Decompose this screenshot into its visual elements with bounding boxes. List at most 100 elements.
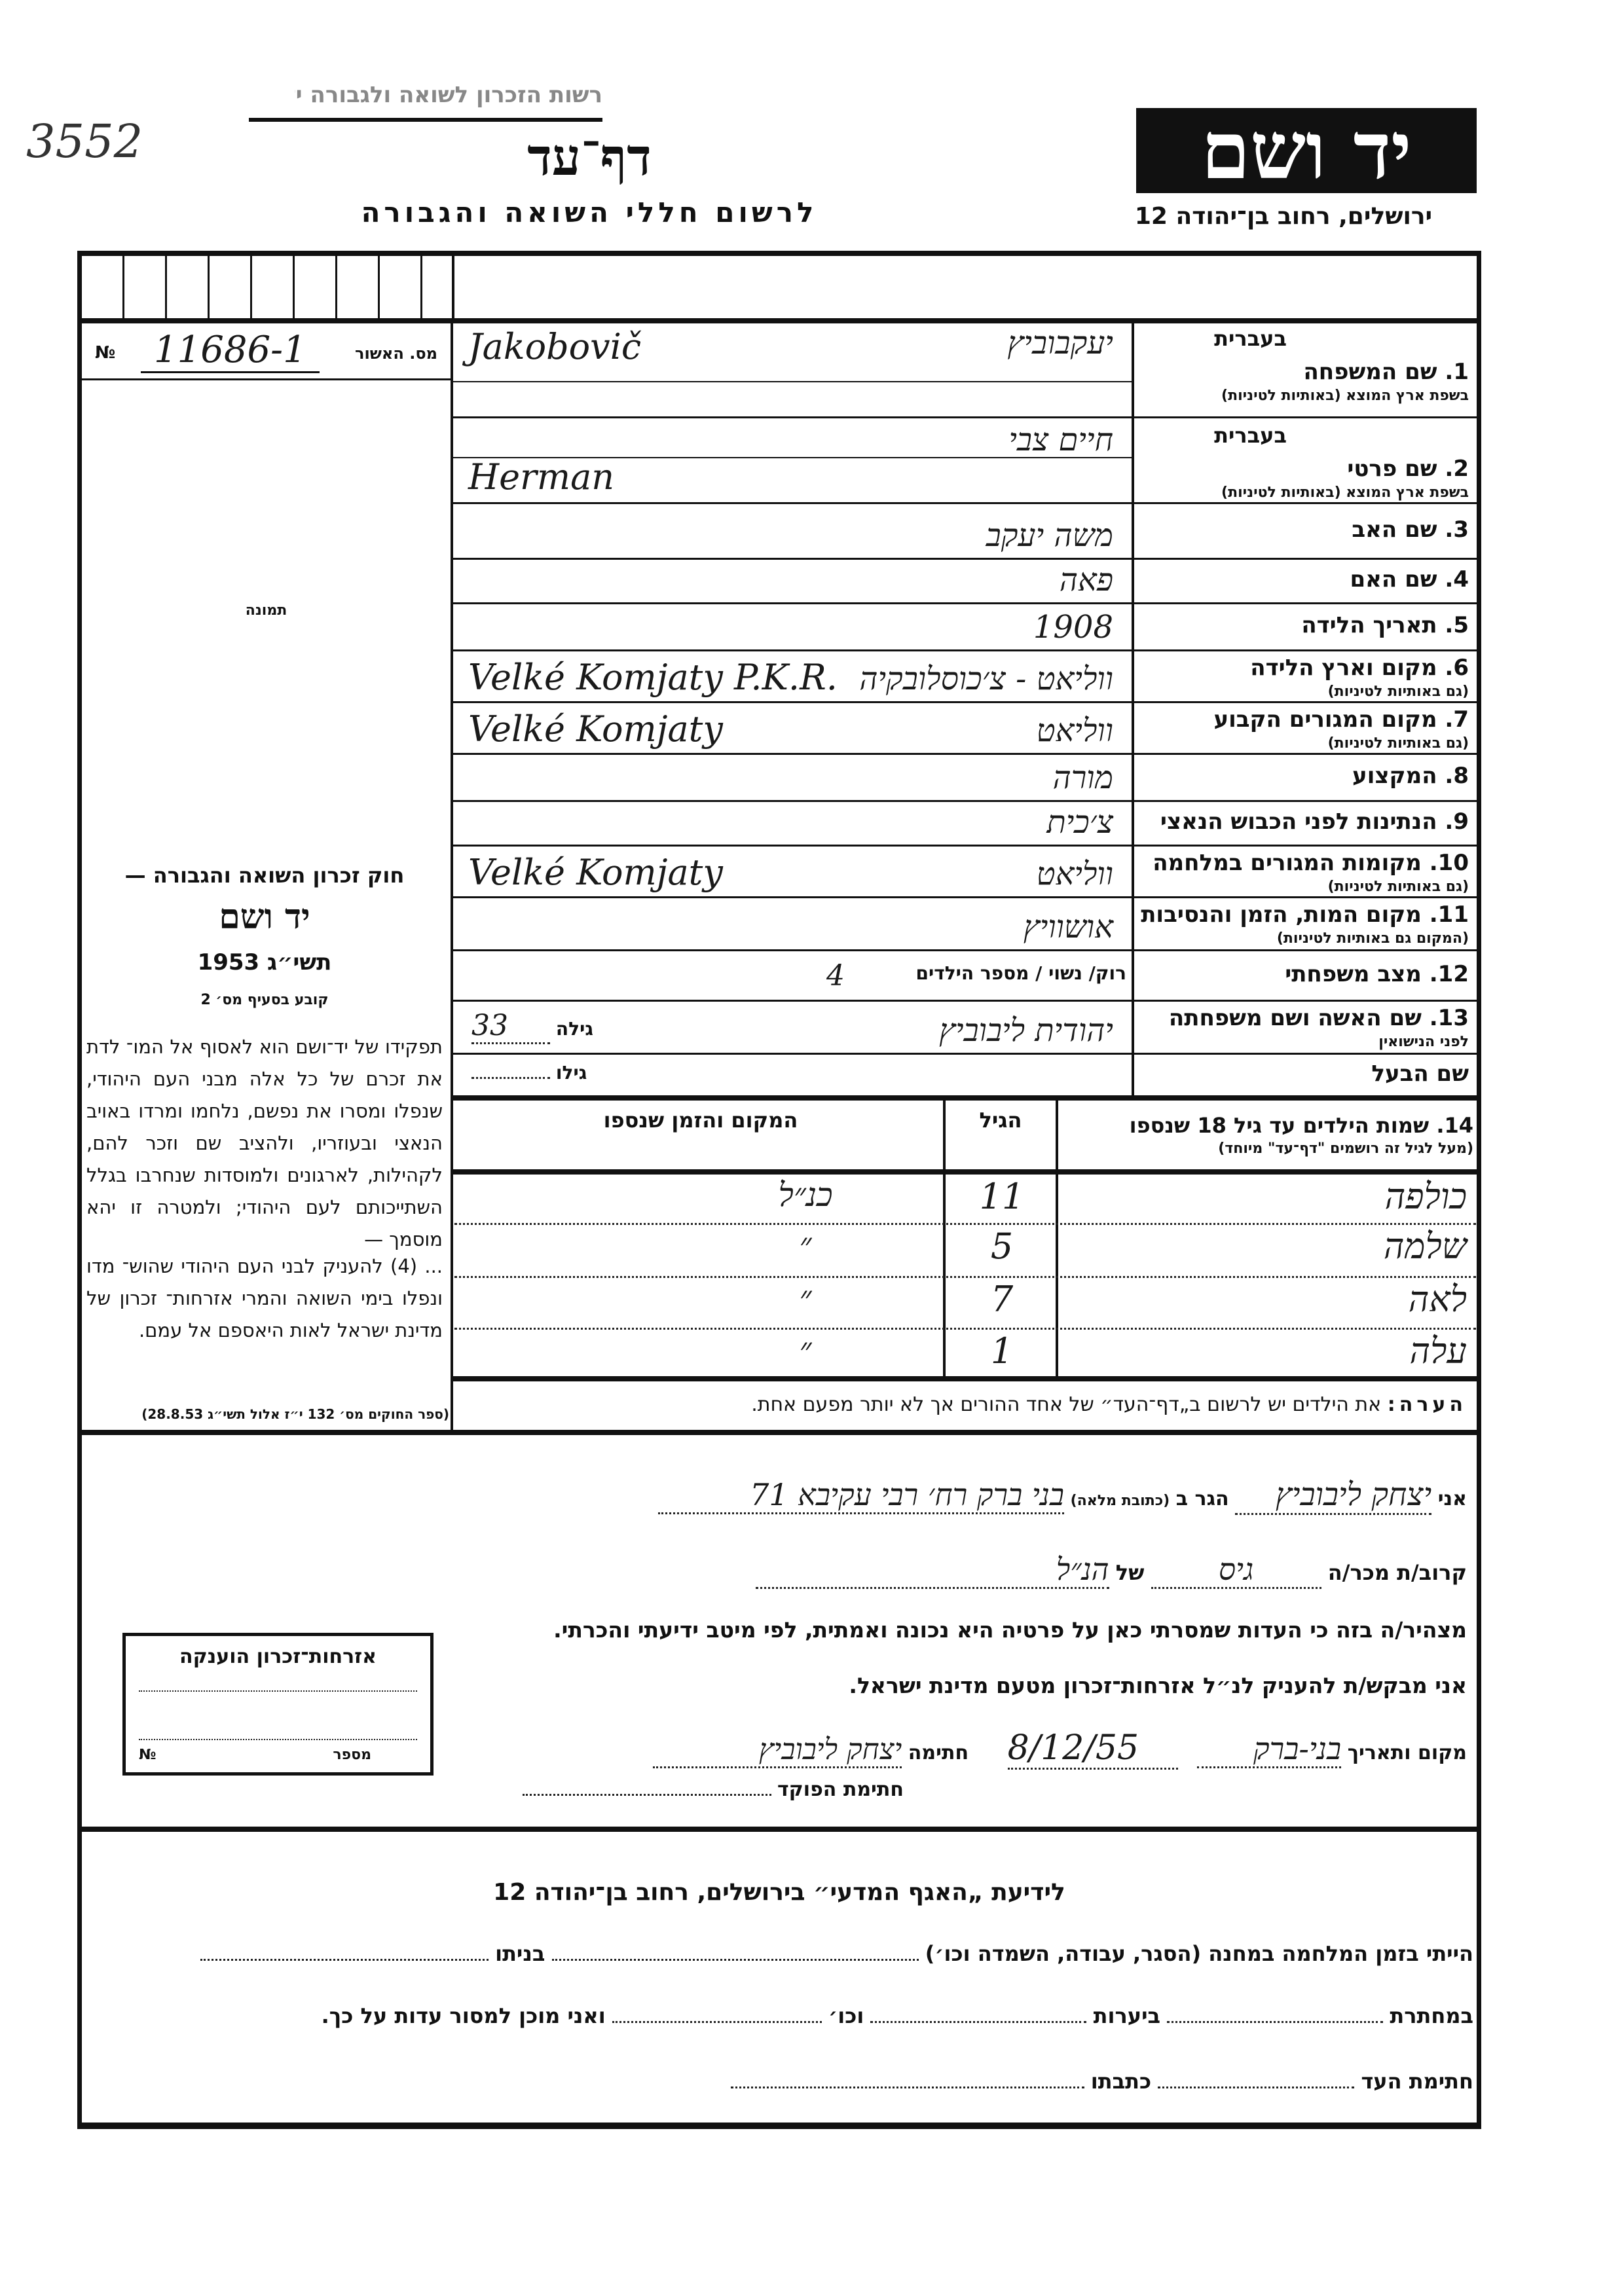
field-row: 10. מקומות המגורים במלחמה (גם באותיות לטי… [1134, 845, 1477, 896]
children-age-header: הגיל [979, 1108, 1022, 1133]
declarant-name[interactable]: יצחק ליבוביץ [1235, 1476, 1432, 1515]
yad-vashem-logo: יד ושם [1136, 105, 1477, 197]
field-sublabel: בשפת ארץ המוצא (באותיות לטיניות) [1221, 484, 1469, 501]
age-value[interactable] [471, 1077, 550, 1079]
field-number: 13. [1429, 1005, 1469, 1031]
children-num: 14. [1436, 1113, 1473, 1138]
address-value[interactable]: בני ברק רח׳ רבי עקיבא 71 [658, 1477, 1065, 1514]
field-value-hebrew[interactable]: משה יעקב [986, 517, 1113, 554]
field-value-hebrew[interactable]: יהודית ליבוביץ [938, 1012, 1113, 1049]
child-death-place[interactable]: כנ״ל [778, 1176, 833, 1214]
field-value-hebrew[interactable]: צ׳כית [1046, 804, 1113, 841]
place-date-label: מקום ותאריך [1347, 1741, 1467, 1764]
signature-value[interactable]: יצחק ליבוביץ [653, 1733, 902, 1768]
child-name[interactable]: כולפה [1384, 1176, 1467, 1217]
signature-label: חתימה [908, 1741, 969, 1764]
relation-value[interactable]: גיס [1151, 1552, 1321, 1589]
address: ירושלים, רחוב בן־יהודה 12 [1134, 203, 1433, 230]
etc-field[interactable] [612, 2021, 822, 2023]
lower-line3-b: כתבתו [1090, 2069, 1152, 2094]
lower-line1-b: בניתו [495, 1941, 545, 1966]
field-row: 4. שם האם [1134, 558, 1477, 602]
field-sublabel: (המקום גם באותיות לטיניות) [1276, 930, 1469, 947]
child-death-place[interactable]: ״ [799, 1226, 812, 1264]
field-value-hebrew[interactable]: ווליאט [1036, 712, 1113, 749]
camp-field[interactable] [551, 1959, 919, 1961]
child-age[interactable]: 5 [990, 1226, 1014, 1267]
officer-signature-line[interactable] [522, 1774, 771, 1796]
child-name[interactable]: שלמה [1383, 1226, 1467, 1267]
note: הערה: את הילדים יש לרשום ב„דף־העד״ של אח… [751, 1393, 1467, 1416]
cert-title: אזרחות־זכרון הוענקה [179, 1645, 377, 1668]
field-value-hebrew[interactable]: פאה [1059, 562, 1113, 598]
field-row-divider [452, 896, 1480, 898]
page-subtitle: לרשום חללי השואה והגבורה [361, 196, 818, 228]
field-row-divider [452, 649, 1480, 651]
lower-top [77, 1827, 1481, 1832]
law-title: חוק זכרון השואה והגבורה — [124, 863, 405, 888]
field-value-hebrew[interactable]: 1908 [1033, 609, 1113, 646]
field-number: 8. [1445, 763, 1469, 789]
field-value-hebrew[interactable]: חיים צבי [1008, 422, 1113, 458]
field-value-latin[interactable]: Velké Komjaty [468, 852, 723, 893]
witness-address-field[interactable] [730, 2086, 1084, 2088]
field-inline-label: רוק/ נשוי / מספר הילדים [915, 962, 1127, 984]
lower-line2-b: ביערות [1093, 2003, 1161, 2028]
age-label: גילה [555, 1018, 593, 1040]
field-sublabel: בשפת ארץ המוצא (באותיות לטיניות) [1221, 388, 1469, 404]
field-value-hebrew[interactable]: ווליאט - צ׳כוסלובקיה [859, 661, 1113, 697]
note-text: את הילדים יש לרשום ב„דף־העד״ של אחד ההור… [751, 1393, 1382, 1416]
field-row-divider [452, 416, 1480, 418]
field-row: בעברית 2. שם פרטי בשפת ארץ המוצא (באותיות … [1134, 416, 1477, 502]
field-label-text: שם הבעל [1371, 1060, 1469, 1087]
field-subdivider [452, 457, 1132, 458]
child-age[interactable]: 7 [990, 1279, 1014, 1320]
field-value-latin[interactable]: Velké Komjaty [468, 708, 723, 750]
field-value-latin[interactable]: Herman [468, 456, 615, 498]
child-death-place[interactable]: ״ [799, 1279, 812, 1317]
field-label-text: שם המשפחה [1303, 359, 1437, 385]
place-value[interactable]: בני-ברק [1197, 1731, 1342, 1768]
children-age-divider-right [1056, 1095, 1058, 1378]
serial-label: מס. האשור [355, 344, 437, 363]
field-row: 3. שם האב [1134, 502, 1477, 558]
children-row-divider [454, 1223, 1476, 1225]
field-label: 11. מקום המות, הזמן והנסיבות (המקום גם בא… [1141, 902, 1469, 947]
cert-number-label: מספר [333, 1747, 371, 1763]
faded-top-line: רשות הזכרון לשואה ולגבורה יד ושם [295, 82, 602, 108]
field-label: 7. מקום המגורים הקבוע (גם באותיות לטיניות… [1213, 706, 1469, 752]
underground-field[interactable] [1167, 2021, 1384, 2023]
child-death-place[interactable]: ״ [799, 1330, 812, 1368]
field-row: שם הבעל [1134, 1053, 1477, 1095]
camp-period-field[interactable] [200, 1959, 489, 1961]
field-row-divider [452, 949, 1480, 951]
lower-line-1: הייתי בזמן המלחמה במחנה (הסגר, עבודה, הש… [200, 1941, 1473, 1966]
child-name[interactable]: עלה [1409, 1330, 1467, 1372]
field-number: 2. [1445, 456, 1469, 482]
field-row-divider [452, 1053, 1480, 1055]
field-value-latin[interactable]: Velké Komjaty P.K.R. [468, 657, 838, 698]
age-field: גילה 33 [471, 1009, 593, 1044]
frame-right [1477, 251, 1481, 2128]
witness-signature-field[interactable] [1158, 2086, 1355, 2088]
child-age[interactable]: 1 [990, 1330, 1014, 1372]
child-age[interactable]: 11 [979, 1176, 1025, 1217]
field-value-latin[interactable]: Jakobovič [468, 326, 642, 367]
field-row: 11. מקום המות, הזמן והנסיבות (המקום גם בא… [1134, 896, 1477, 949]
request: אני מבקש/ת להעניק לנ״ל אזרחות־זכרון מטעם… [849, 1673, 1467, 1698]
field-value-hebrew[interactable]: יעקבוביץ [1007, 325, 1113, 361]
field-label-text: מקומות המגורים במלחמה [1153, 850, 1422, 876]
of-value[interactable]: הנ״ל [755, 1552, 1109, 1589]
cert-line [139, 1690, 417, 1692]
frame-bottom [77, 2123, 1481, 2129]
date-value[interactable]: 8/12/55 [1007, 1728, 1178, 1770]
field-sublabel: (גם באותיות לטיניות) [1327, 735, 1469, 752]
field-value-hebrew[interactable]: 4 [826, 959, 845, 993]
age-value[interactable]: 33 [471, 1009, 550, 1044]
child-name[interactable]: לאה [1408, 1279, 1467, 1320]
field-row-divider [452, 502, 1480, 504]
field-value-hebrew[interactable]: ווליאט [1036, 856, 1113, 892]
field-value-hebrew[interactable]: אושוויץ [1023, 909, 1113, 945]
field-value-hebrew[interactable]: מורה [1052, 759, 1113, 796]
forests-field[interactable] [870, 2021, 1087, 2023]
